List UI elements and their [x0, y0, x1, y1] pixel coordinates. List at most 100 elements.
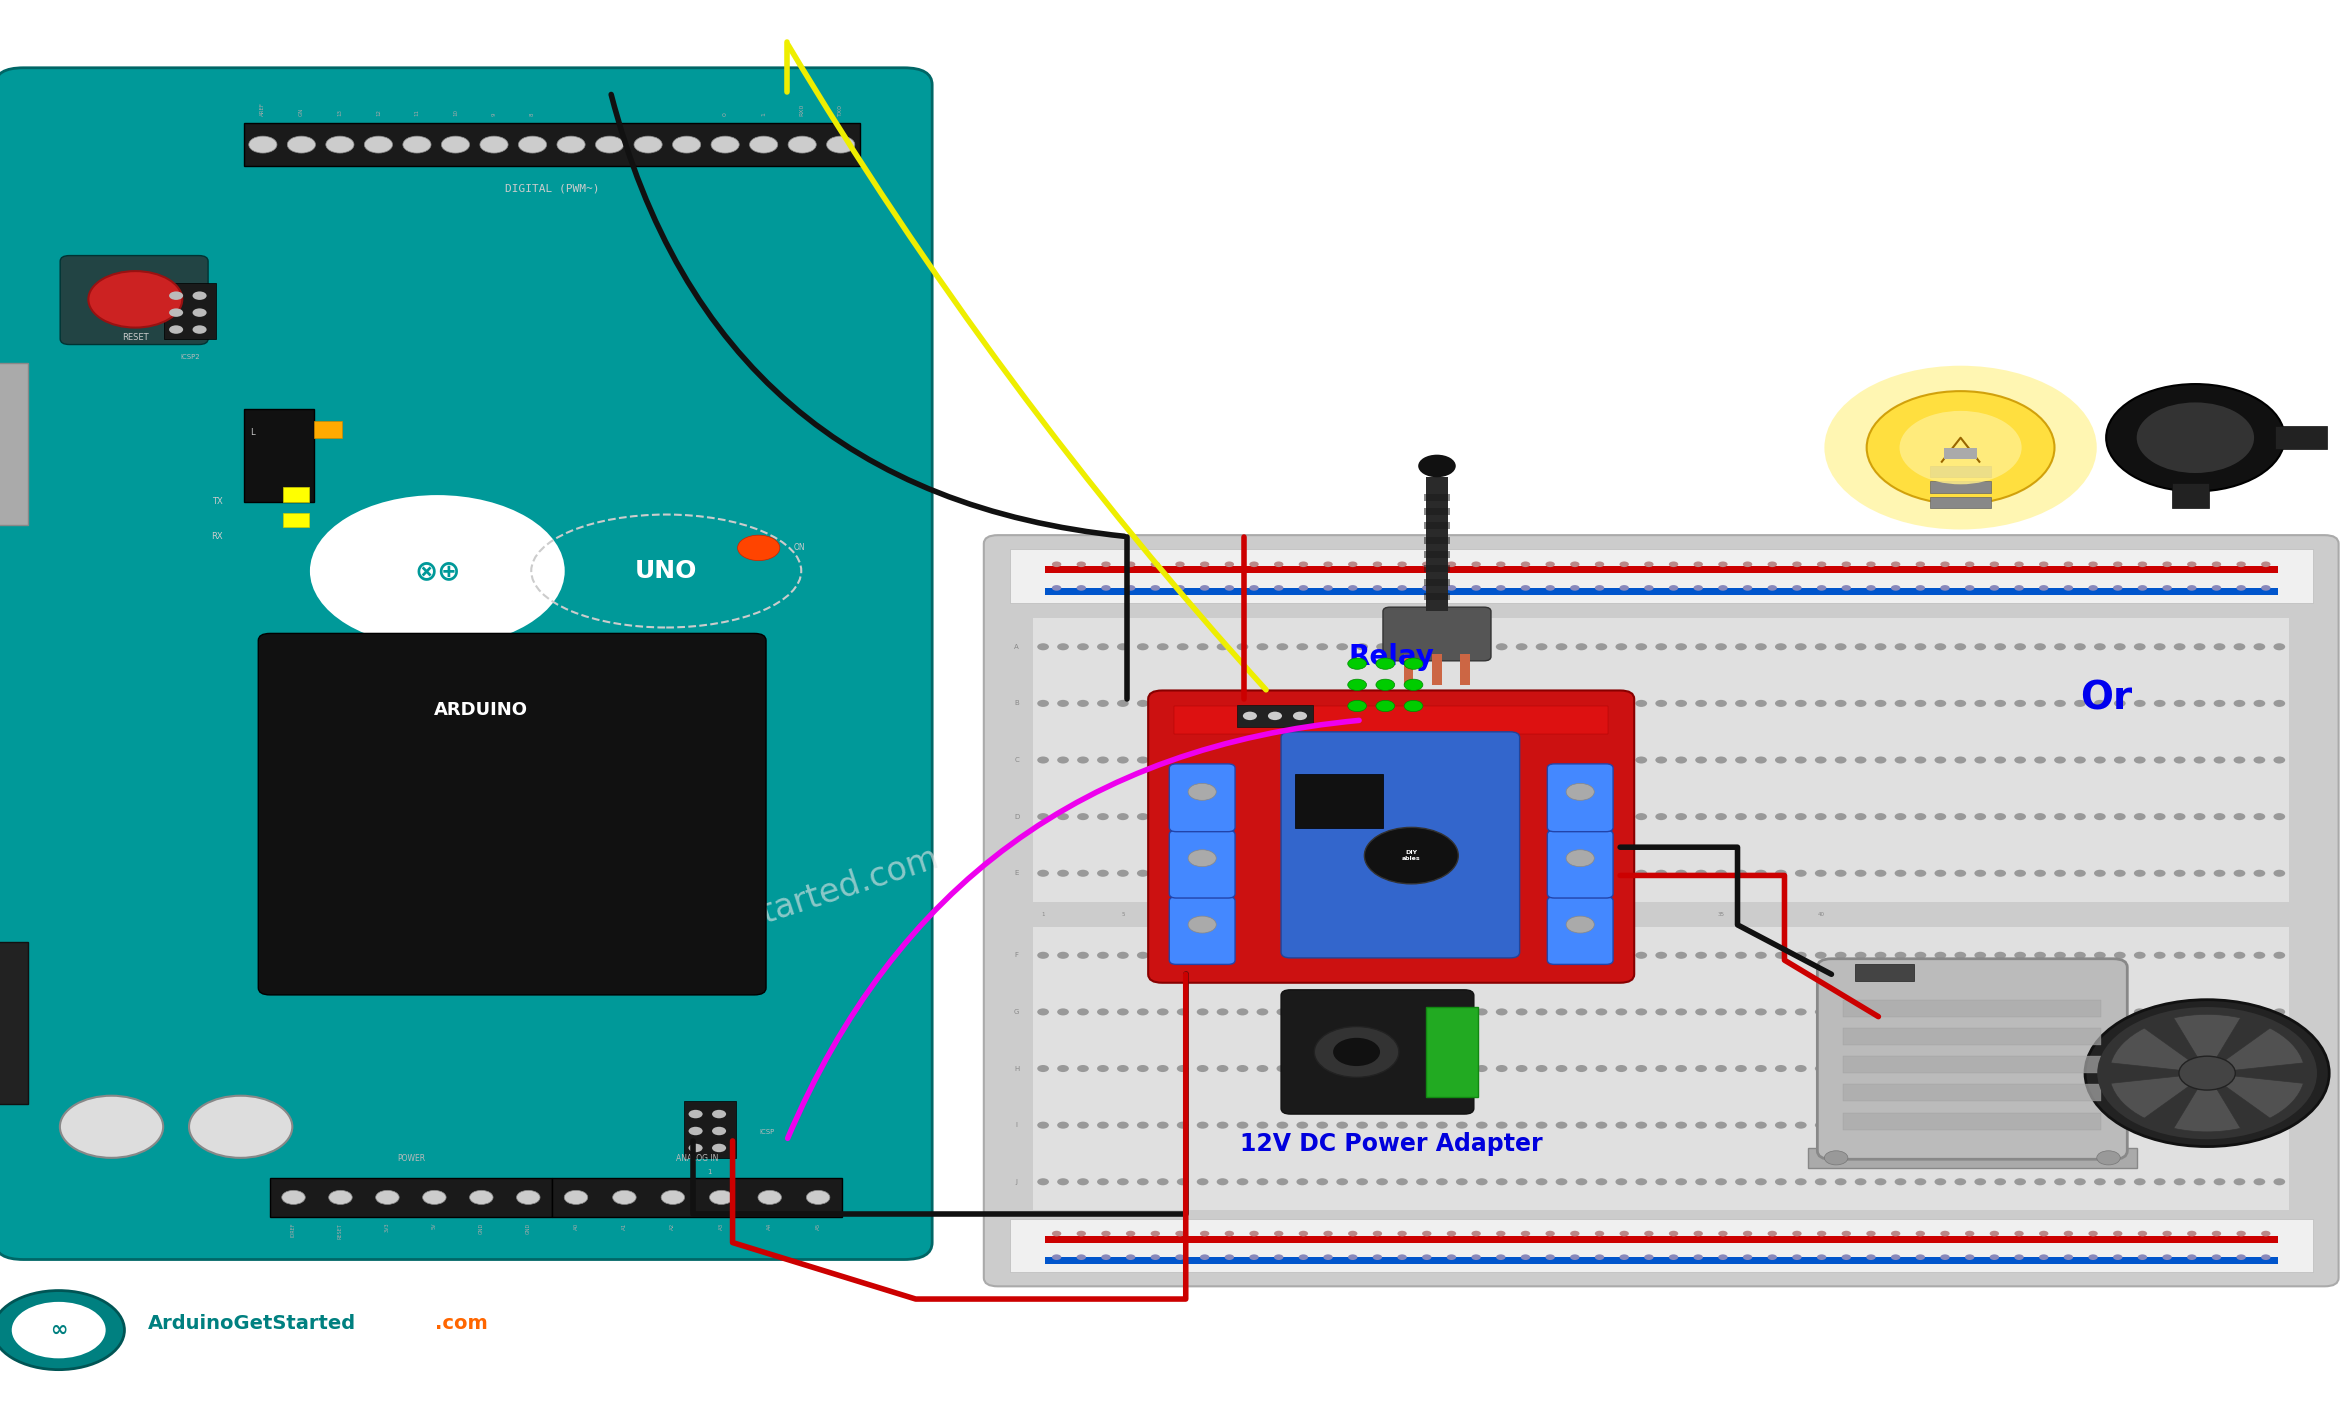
Circle shape: [1477, 870, 1489, 877]
Circle shape: [1695, 813, 1707, 820]
Circle shape: [1317, 813, 1329, 820]
Circle shape: [1158, 813, 1169, 820]
Circle shape: [2015, 1254, 2024, 1260]
Circle shape: [2113, 585, 2123, 590]
Circle shape: [1188, 784, 1216, 801]
Circle shape: [1637, 870, 1648, 877]
Circle shape: [1594, 1254, 1604, 1260]
Circle shape: [2174, 1178, 2186, 1185]
Circle shape: [1965, 562, 1975, 568]
Circle shape: [2193, 813, 2205, 820]
Circle shape: [1768, 585, 1777, 590]
Circle shape: [1517, 700, 1529, 707]
FancyBboxPatch shape: [1282, 731, 1519, 957]
Bar: [1010, 1219, 2313, 1272]
Circle shape: [1348, 1254, 1357, 1260]
Circle shape: [1188, 850, 1216, 867]
Circle shape: [1517, 870, 1529, 877]
Circle shape: [1397, 813, 1409, 820]
Circle shape: [1078, 700, 1089, 707]
Circle shape: [709, 1190, 733, 1204]
Bar: [164, 282, 216, 339]
Circle shape: [1817, 1254, 1827, 1260]
Circle shape: [2033, 700, 2045, 707]
Circle shape: [2193, 644, 2205, 651]
Circle shape: [2094, 700, 2106, 707]
Circle shape: [1324, 1231, 1334, 1237]
Circle shape: [2153, 1178, 2165, 1185]
Circle shape: [2073, 1121, 2085, 1128]
Circle shape: [1714, 813, 1726, 820]
Circle shape: [1296, 644, 1308, 651]
Circle shape: [1336, 644, 1348, 651]
Circle shape: [1615, 1065, 1627, 1072]
Text: A4: A4: [768, 1223, 772, 1230]
Circle shape: [2214, 813, 2226, 820]
Circle shape: [1496, 813, 1507, 820]
Circle shape: [2033, 1121, 2045, 1128]
Circle shape: [1317, 1008, 1329, 1015]
Circle shape: [1216, 644, 1228, 651]
Circle shape: [1975, 870, 1986, 877]
Circle shape: [1536, 952, 1547, 959]
Circle shape: [1118, 870, 1129, 877]
Circle shape: [1735, 952, 1747, 959]
Circle shape: [1571, 585, 1580, 590]
Circle shape: [2212, 1231, 2221, 1237]
Circle shape: [1376, 757, 1388, 764]
Circle shape: [2254, 952, 2266, 959]
Circle shape: [1597, 1008, 1608, 1015]
Circle shape: [2134, 1008, 2146, 1015]
Circle shape: [2113, 1121, 2125, 1128]
Circle shape: [1719, 1231, 1728, 1237]
Circle shape: [1566, 784, 1594, 801]
Circle shape: [1315, 1027, 1399, 1077]
Circle shape: [1794, 870, 1806, 877]
Circle shape: [1895, 700, 1907, 707]
Circle shape: [2174, 644, 2186, 651]
Circle shape: [1249, 1231, 1259, 1237]
Circle shape: [1522, 1254, 1531, 1260]
Circle shape: [2073, 644, 2085, 651]
Circle shape: [1158, 757, 1169, 764]
Circle shape: [1615, 870, 1627, 877]
Circle shape: [2033, 1008, 2045, 1015]
Circle shape: [193, 325, 207, 333]
Circle shape: [1545, 1231, 1554, 1237]
Circle shape: [1895, 644, 1907, 651]
Circle shape: [2137, 562, 2146, 568]
Circle shape: [1754, 757, 1766, 764]
Circle shape: [2113, 562, 2123, 568]
Circle shape: [1416, 952, 1428, 959]
Circle shape: [1158, 952, 1169, 959]
Circle shape: [2113, 1254, 2123, 1260]
Circle shape: [1136, 1008, 1148, 1015]
Circle shape: [1416, 1008, 1428, 1015]
Circle shape: [1754, 1065, 1766, 1072]
Circle shape: [1237, 952, 1249, 959]
Circle shape: [1735, 700, 1747, 707]
Circle shape: [1477, 1065, 1489, 1072]
Circle shape: [2113, 757, 2125, 764]
Circle shape: [1176, 870, 1188, 877]
Circle shape: [1357, 1178, 1369, 1185]
Circle shape: [2153, 644, 2165, 651]
Circle shape: [1376, 658, 1395, 669]
Circle shape: [1197, 1008, 1209, 1015]
Circle shape: [1742, 1254, 1752, 1260]
Circle shape: [1256, 1121, 1268, 1128]
Text: 3V3: 3V3: [385, 1223, 390, 1233]
Circle shape: [1536, 870, 1547, 877]
Circle shape: [1566, 916, 1594, 933]
Circle shape: [1496, 1178, 1507, 1185]
Circle shape: [1176, 1178, 1188, 1185]
Circle shape: [2073, 813, 2085, 820]
Circle shape: [1695, 1121, 1707, 1128]
Bar: [1843, 1000, 2101, 1017]
Bar: [552, 1178, 843, 1217]
Circle shape: [1357, 813, 1369, 820]
Circle shape: [2094, 757, 2106, 764]
Circle shape: [2094, 644, 2106, 651]
Circle shape: [1794, 1121, 1806, 1128]
Circle shape: [1914, 700, 1925, 707]
